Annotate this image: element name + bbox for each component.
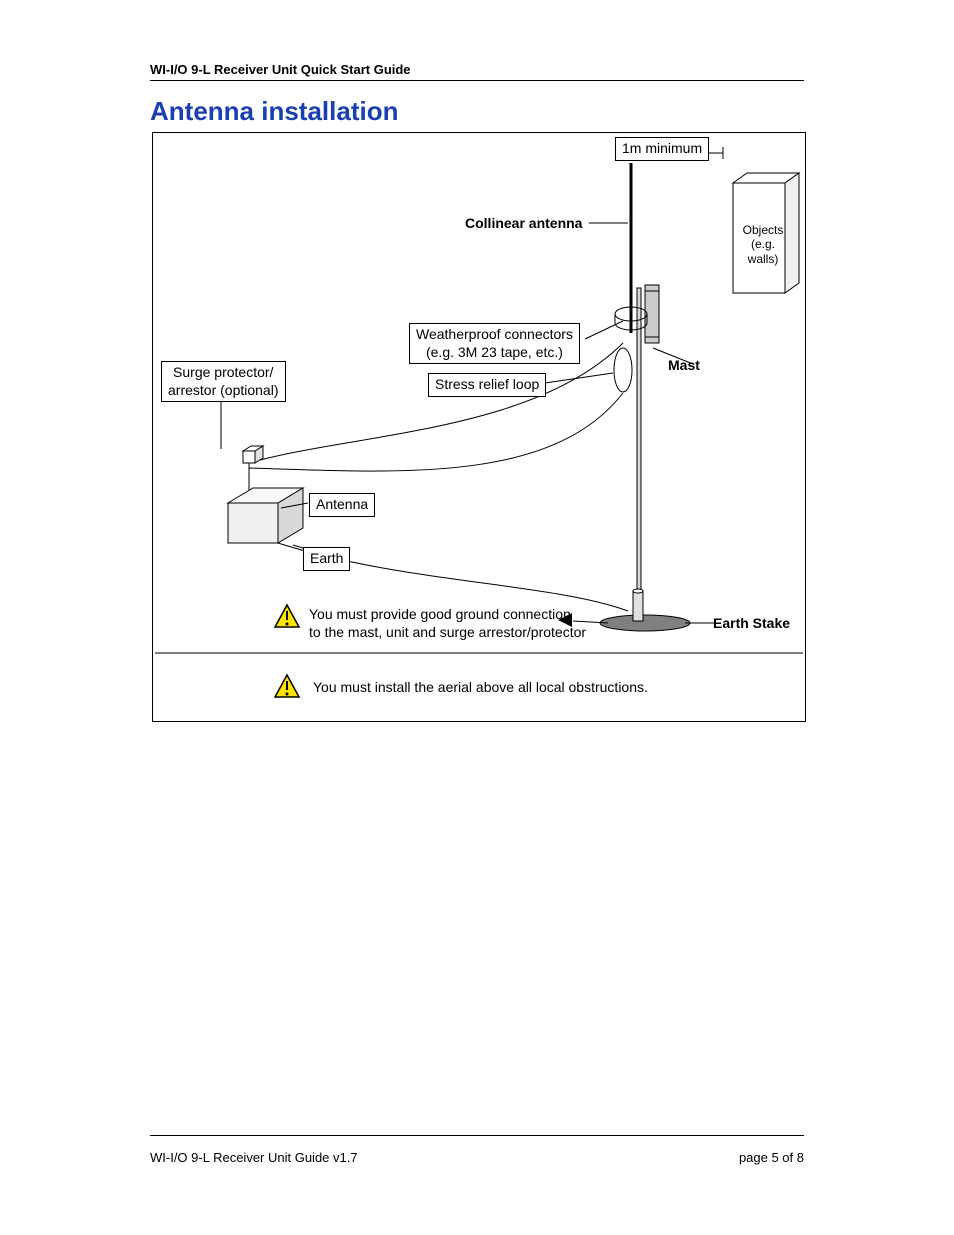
warning-icon — [275, 605, 299, 627]
earth-stake-shape — [600, 589, 690, 631]
page: WI-I/O 9-L Receiver Unit Quick Start Gui… — [0, 0, 954, 1235]
mast-shape — [637, 288, 641, 593]
running-head: WI-I/O 9-L Receiver Unit Quick Start Gui… — [150, 62, 411, 77]
label-1m-min: 1m minimum — [615, 137, 709, 161]
label-ground-note: You must provide good ground connectiont… — [309, 605, 586, 641]
arrow-head-holder — [558, 613, 574, 630]
label-mast: Mast — [668, 357, 700, 373]
surge-connector-shape — [243, 446, 263, 463]
footer-rule — [150, 1135, 804, 1136]
wio-unit-shape — [228, 488, 303, 543]
label-earth-stake-text: Earth Stake — [713, 615, 790, 631]
footer-left: WI-I/O 9-L Receiver Unit Guide v1.7 — [150, 1150, 358, 1165]
footer-right: page 5 of 8 — [739, 1150, 804, 1165]
label-objects: Objects(e.g. walls) — [739, 223, 787, 266]
warning-icon — [275, 675, 299, 697]
label-weatherproof: Weatherproof connectors(e.g. 3M 23 tape,… — [409, 323, 580, 364]
label-earth: Earth — [303, 547, 350, 571]
label-collinear: Collinear antenna — [465, 215, 582, 231]
label-aerial-note: You must install the aerial above all lo… — [313, 679, 648, 695]
page-title: Antenna installation — [150, 96, 398, 127]
stress-loop-shape — [614, 348, 632, 392]
antenna-diagram: 1m minimum Objects(e.g. walls) Collinear… — [152, 132, 806, 722]
label-stress: Stress relief loop — [428, 373, 546, 397]
label-antenna: Antenna — [309, 493, 375, 517]
header-rule — [150, 80, 804, 81]
label-surge: Surge protector/arrestor (optional) — [161, 361, 286, 402]
